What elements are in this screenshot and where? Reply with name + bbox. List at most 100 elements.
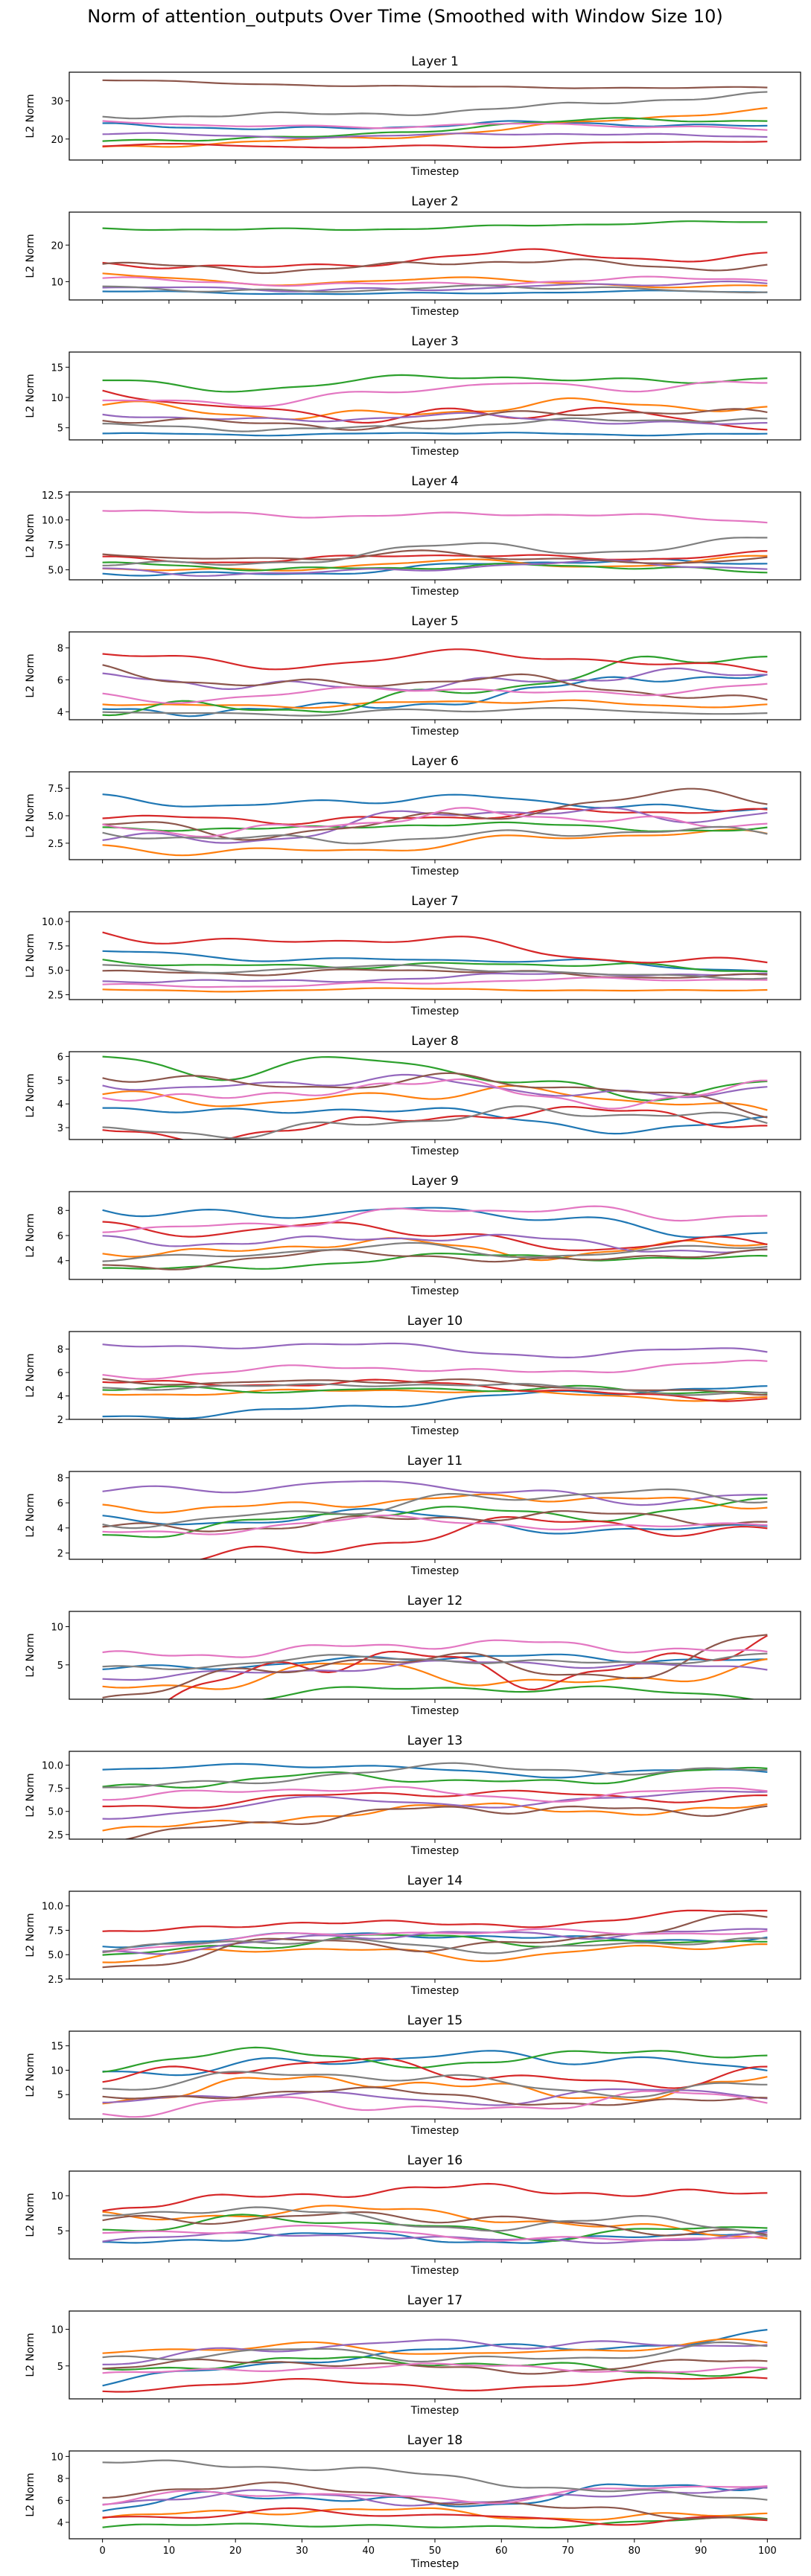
series-line-7 [102, 2485, 768, 2506]
series-line-3 [102, 220, 768, 231]
subplot-title: Layer 13 [407, 1733, 462, 1748]
series-group [102, 1205, 768, 1271]
y-tick-label: 12.5 [42, 490, 63, 502]
series-line-6 [123, 1805, 768, 1839]
y-tick-label: 20 [51, 135, 63, 146]
x-axis-label: Timestep [410, 1425, 459, 1437]
y-tick-label: 2 [57, 1549, 63, 1560]
y-tick-label: 4 [57, 1392, 63, 1403]
series-line-7 [102, 977, 768, 988]
series-line-1 [102, 950, 768, 973]
y-tick-label: 15 [51, 2042, 63, 2053]
x-axis-label: Timestep [410, 726, 459, 738]
y-tick-label: 5 [57, 424, 63, 435]
x-axis-label: Timestep [410, 446, 459, 458]
series-line-3 [102, 117, 768, 142]
x-axis-label: Timestep [410, 866, 459, 878]
series-line-4 [102, 1378, 768, 1402]
series-line-5 [102, 280, 768, 293]
series-line-8 [102, 1762, 768, 1789]
y-tick-label: 2 [57, 1415, 63, 1426]
series-line-2 [102, 272, 768, 289]
series-line-6 [102, 258, 768, 275]
series-line-4 [102, 1909, 768, 1932]
x-tick-label: 10 [163, 2545, 176, 2557]
y-tick-label: 6 [57, 1368, 63, 1379]
series-line-6 [102, 1072, 768, 1119]
series-line-7 [102, 120, 768, 131]
y-tick-label: 8 [57, 1473, 63, 1484]
y-tick-label: 7.5 [48, 784, 63, 795]
subplot-title: Layer 8 [411, 1034, 459, 1049]
x-tick-label: 60 [495, 2545, 508, 2557]
x-axis-label: Timestep [410, 166, 459, 178]
series-line-8 [102, 91, 768, 120]
series-line-6 [102, 549, 768, 564]
x-tick-label: 100 [758, 2545, 777, 2557]
series-group [102, 787, 768, 857]
series-line-8 [102, 964, 768, 980]
y-tick-label: 6 [57, 675, 63, 686]
y-axis-label: L2 Norm [25, 234, 36, 278]
series-line-6 [102, 1378, 768, 1396]
subplot-layer-1: Layer 1 20 30 L2 Norm Timestep [25, 54, 801, 178]
y-tick-label: 7.5 [48, 1784, 63, 1795]
series-line-5 [102, 1073, 768, 1099]
x-axis-label: Timestep [410, 2265, 459, 2277]
subplot-layer-13: Layer 13 2.5 5.0 7.5 10.0 L2 Norm Timestep [25, 1733, 801, 1857]
series-line-8 [102, 2071, 768, 2098]
series-group [102, 2046, 768, 2118]
figure-title: Norm of attention_outputs Over Time (Smo… [87, 6, 723, 27]
y-axis-label: L2 Norm [25, 933, 36, 977]
series-line-8 [102, 825, 768, 845]
series-line-7 [102, 380, 768, 408]
y-axis-label: L2 Norm [25, 2053, 36, 2097]
subplot-title: Layer 6 [411, 754, 459, 769]
series-line-5 [102, 1790, 768, 1820]
subplot-layer-17: Layer 17 5 10 L2 Norm Timestep [25, 2293, 801, 2417]
series-line-5 [102, 667, 768, 691]
series-line-7 [102, 1786, 768, 1803]
subplot-layer-8: Layer 8 3 4 5 6 L2 Norm Timestep [25, 1034, 801, 1157]
series-line-7 [102, 1639, 768, 1658]
series-group [102, 648, 768, 717]
y-tick-label: 10 [51, 1623, 63, 1634]
subplot-title: Layer 1 [411, 54, 459, 69]
series-line-8 [102, 1652, 768, 1670]
subplot-layer-18: Layer 18 4 6 8 10 L2 Norm 0 10 20 30 40 50 60 70 80 90 1… [25, 2433, 801, 2570]
y-tick-label: 7.5 [48, 942, 63, 953]
x-axis-label: Timestep [410, 1006, 459, 1017]
series-line-4 [102, 141, 768, 149]
y-axis-label: L2 Norm [25, 2193, 36, 2237]
series-line-6 [102, 1913, 768, 1969]
subplot-layer-5: Layer 5 4 6 8 L2 Norm Timestep [25, 614, 801, 738]
x-tick-label: 90 [695, 2545, 707, 2557]
series-line-3 [102, 2214, 768, 2243]
y-axis-label: L2 Norm [25, 1913, 36, 1957]
series-group [102, 2182, 768, 2244]
series-line-7 [102, 1359, 768, 1380]
subplot-layer-16: Layer 16 5 10 L2 Norm Timestep [25, 2153, 801, 2277]
series-line-6 [102, 2086, 768, 2106]
series-line-7 [102, 275, 768, 287]
y-axis-label: L2 Norm [25, 514, 36, 557]
series-line-4 [102, 931, 768, 964]
x-axis-label: Timestep [410, 1285, 459, 1297]
y-tick-label: 6 [57, 2496, 63, 2507]
series-group [102, 509, 768, 577]
y-tick-label: 5.0 [48, 811, 63, 822]
y-tick-label: 5 [57, 2362, 63, 2373]
y-tick-label: 4 [57, 2518, 63, 2529]
series-line-5 [102, 1480, 768, 1506]
y-tick-label: 6 [57, 1052, 63, 1063]
y-axis-label: L2 Norm [25, 94, 36, 138]
series-line-4 [102, 648, 768, 674]
y-axis-label: L2 Norm [25, 1773, 36, 1817]
series-line-6 [102, 2211, 768, 2237]
x-axis-label: Timestep [410, 2558, 459, 2570]
y-tick-label: 15 [51, 362, 63, 374]
subplot-title: Layer 4 [411, 474, 459, 489]
y-tick-label: 5 [57, 2090, 63, 2101]
